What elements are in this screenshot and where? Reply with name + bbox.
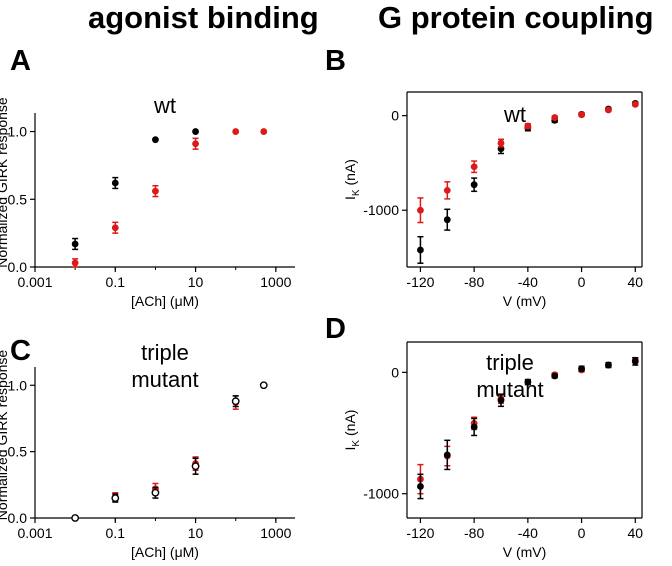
y-tick-label: 1.0 [8, 377, 28, 393]
data-point [497, 396, 505, 404]
data-point [232, 128, 240, 135]
x-axis-label: V (mV) [503, 544, 547, 560]
x-tick-label: 0 [578, 525, 586, 541]
data-point [152, 187, 159, 195]
y-tick-label: 0 [391, 364, 399, 380]
x-tick-label: 1000 [260, 525, 291, 541]
y-tick-label: -1000 [363, 202, 399, 218]
y-tick-label: 1.0 [8, 124, 28, 140]
data-point [111, 224, 119, 232]
data-point [443, 216, 451, 224]
data-point [417, 206, 424, 214]
data-point [631, 358, 639, 365]
data-point [71, 514, 80, 522]
chart-title: wt [153, 93, 176, 118]
data-point [111, 179, 119, 187]
data-point [578, 365, 585, 373]
y-axis-label: Normalized GIRK response [0, 350, 10, 521]
data-point [524, 122, 532, 130]
y-axis-label: Normalized GIRK response [0, 97, 10, 268]
data-point [417, 483, 424, 490]
data-point [231, 397, 240, 406]
data-point [551, 372, 559, 380]
x-axis-label: [ACh] (μM) [131, 293, 199, 309]
x-tick-label: -120 [406, 274, 434, 290]
chart-title: triple [486, 350, 534, 375]
x-tick-label: -120 [406, 525, 434, 541]
header-g-protein-coupling: G protein coupling [378, 0, 654, 35]
series-1 [71, 128, 199, 251]
x-tick-label: -80 [464, 525, 484, 541]
data-point [470, 163, 478, 171]
x-tick-label: -40 [518, 274, 538, 290]
series-2 [417, 357, 639, 500]
x-tick-label: 40 [627, 525, 643, 541]
data-point [260, 128, 268, 135]
panel-label-d: D [325, 313, 346, 345]
data-point [259, 381, 268, 390]
data-point [417, 246, 424, 254]
data-point [524, 378, 532, 386]
data-point [470, 181, 478, 189]
data-point [151, 488, 160, 497]
data-point [605, 361, 612, 369]
series-2 [417, 100, 639, 224]
y-tick-label: 0.5 [8, 191, 28, 207]
panel-label-b: B [325, 45, 346, 77]
y-axis-label: IK (nA) [342, 410, 362, 451]
data-point [192, 128, 199, 135]
chart-title: mutant [476, 377, 543, 402]
x-axis-label: [ACh] (μM) [131, 544, 199, 560]
data-point [192, 140, 199, 148]
x-tick-label: 0.001 [17, 274, 52, 290]
x-tick-label: 0.1 [106, 274, 126, 290]
data-point [71, 240, 79, 248]
data-point [631, 100, 639, 108]
panel-a: Awt 0.001 0.1 10 1000 0.0 0.5 1.0 [ACh] (μM) Norm… [0, 45, 295, 309]
x-tick-label: 0.001 [17, 525, 52, 541]
data-point [605, 106, 612, 114]
panel-label-c: C [10, 335, 31, 367]
x-tick-label: -80 [464, 274, 484, 290]
y-tick-label: 0 [391, 108, 399, 124]
data-point [111, 494, 120, 502]
data-point [152, 136, 159, 144]
data-point [191, 462, 200, 471]
series-2 [71, 381, 268, 522]
data-point [71, 259, 79, 267]
x-tick-label: 10 [188, 274, 204, 290]
chart-title: mutant [131, 367, 198, 392]
data-point [443, 451, 451, 459]
data-point [470, 423, 478, 431]
series-2 [71, 128, 268, 268]
x-tick-label: 0.1 [106, 525, 126, 541]
x-tick-label: 1000 [260, 274, 291, 290]
data-point [551, 114, 559, 121]
chart-title: wt [503, 102, 526, 127]
data-point [497, 139, 505, 147]
x-tick-label: 0 [578, 274, 586, 290]
panel-label-a: A [10, 45, 31, 77]
data-point [443, 186, 451, 194]
header-agonist-binding: agonist binding [88, 0, 319, 35]
y-tick-label: 0.5 [8, 444, 28, 460]
chart-title: triple [141, 340, 189, 365]
x-tick-label: 10 [188, 525, 204, 541]
y-tick-label: -1000 [363, 486, 399, 502]
y-axis-label: IK (nA) [342, 159, 362, 200]
panel-b: Bwt -120 -80 -40 0 40 -1000 0 V (mV) IK (nA) [325, 45, 643, 309]
data-point [578, 111, 585, 119]
y-tick-label: 0.0 [8, 259, 28, 275]
x-tick-label: -40 [518, 525, 538, 541]
x-axis-label: V (mV) [503, 293, 547, 309]
y-tick-label: 0.0 [8, 510, 28, 526]
x-tick-label: 40 [627, 274, 643, 290]
